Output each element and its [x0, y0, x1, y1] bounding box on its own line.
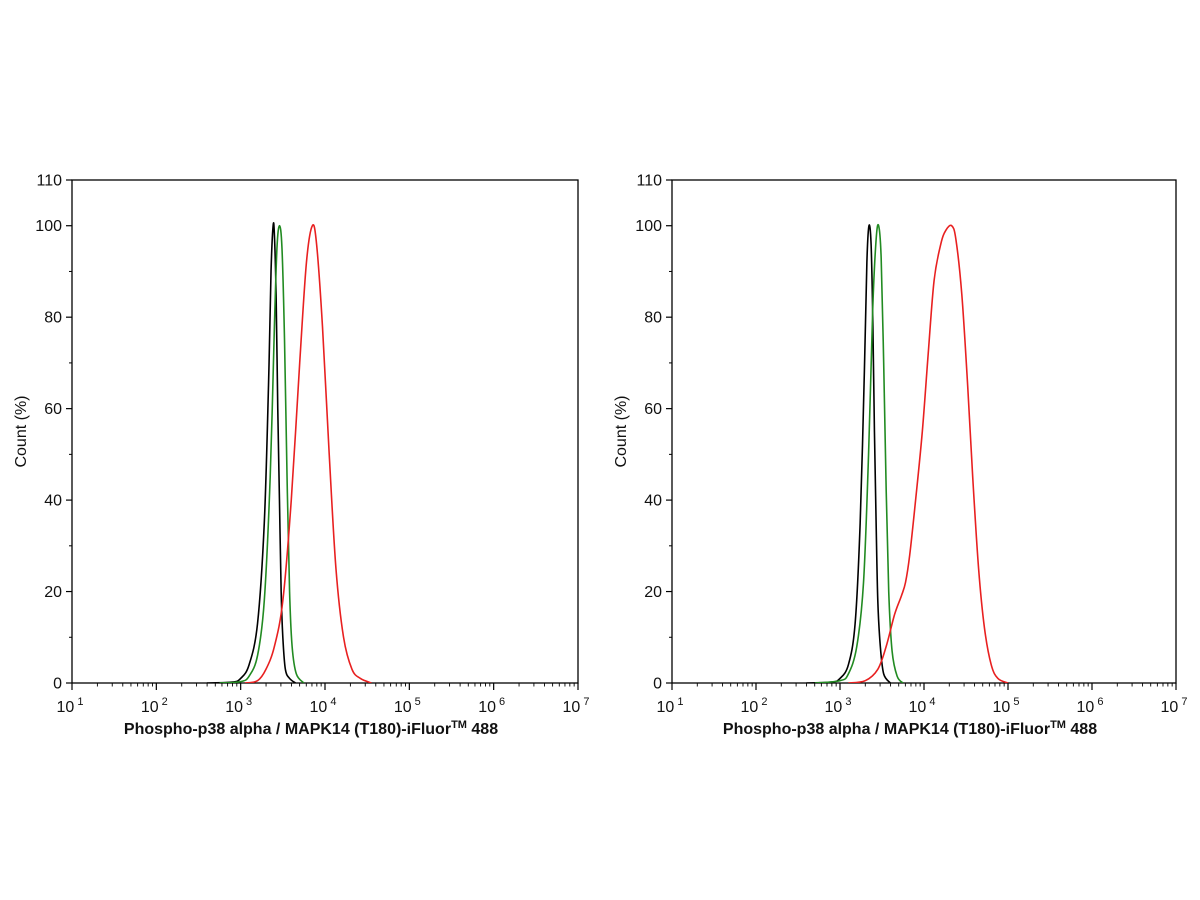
y-tick-label: 100	[35, 218, 62, 235]
x-tick-label: 10 7	[1161, 696, 1188, 716]
x-tick-label: 10 4	[310, 696, 337, 716]
x-tick-label: 10 3	[825, 696, 852, 716]
x-tick-label: 10 2	[141, 696, 168, 716]
x-tick-label: 10 3	[225, 696, 252, 716]
x-tick-label: 10 5	[993, 696, 1020, 716]
y-axis-title: Count (%)	[13, 395, 30, 467]
x-tick-label: 10 6	[478, 696, 505, 716]
plot-frame	[671, 179, 1177, 684]
series-green-curve	[219, 224, 305, 683]
x-tick-label: 10 1	[657, 696, 684, 716]
series-red-curve	[244, 224, 372, 683]
x-tick-label: 10 2	[741, 696, 768, 716]
y-tick-label: 40	[644, 493, 662, 510]
x-tick-label: 10 1	[57, 696, 84, 716]
x-axis-title: Phospho-p38 alpha / MAPK14 (T180)-iFluor…	[723, 719, 1097, 738]
y-tick-label: 0	[653, 676, 662, 693]
y-tick-label: 100	[635, 218, 662, 235]
x-tick-label: 10 7	[563, 696, 590, 716]
y-tick-label: 40	[44, 493, 62, 510]
x-tick-label: 10 6	[1077, 696, 1104, 716]
x-tick-label: 10 5	[394, 696, 421, 716]
series-green-curve	[814, 223, 904, 683]
series-black-curve	[806, 224, 892, 683]
y-tick-label: 80	[44, 310, 62, 327]
plot-frame	[71, 179, 579, 684]
histogram-panel-right: 0 20 40 60 80 100 110 10 1 10 2 10 3 10 4 10 5 10 6 10 7 Coun…	[613, 173, 1187, 739]
y-tick-label: 60	[44, 401, 62, 418]
series-black-curve	[206, 222, 296, 683]
y-tick-label: 0	[53, 676, 62, 693]
series-red-curve	[848, 224, 1009, 683]
y-tick-label: 20	[44, 584, 62, 601]
x-tick-label: 10 4	[909, 696, 936, 716]
y-axis-title: Count (%)	[613, 395, 630, 467]
y-tick-label: 80	[644, 310, 662, 327]
y-tick-label: 110	[36, 173, 62, 190]
y-tick-label: 20	[644, 584, 662, 601]
y-tick-label: 110	[636, 173, 662, 190]
histogram-panel-left: 0 20 40 60 80 100 110 10 1 10 2 10 3 10 4 10 5 10 6 10 7 Coun…	[13, 173, 589, 739]
x-axis-title: Phospho-p38 alpha / MAPK14 (T180)-iFluor…	[124, 719, 498, 738]
y-tick-label: 60	[644, 401, 662, 418]
